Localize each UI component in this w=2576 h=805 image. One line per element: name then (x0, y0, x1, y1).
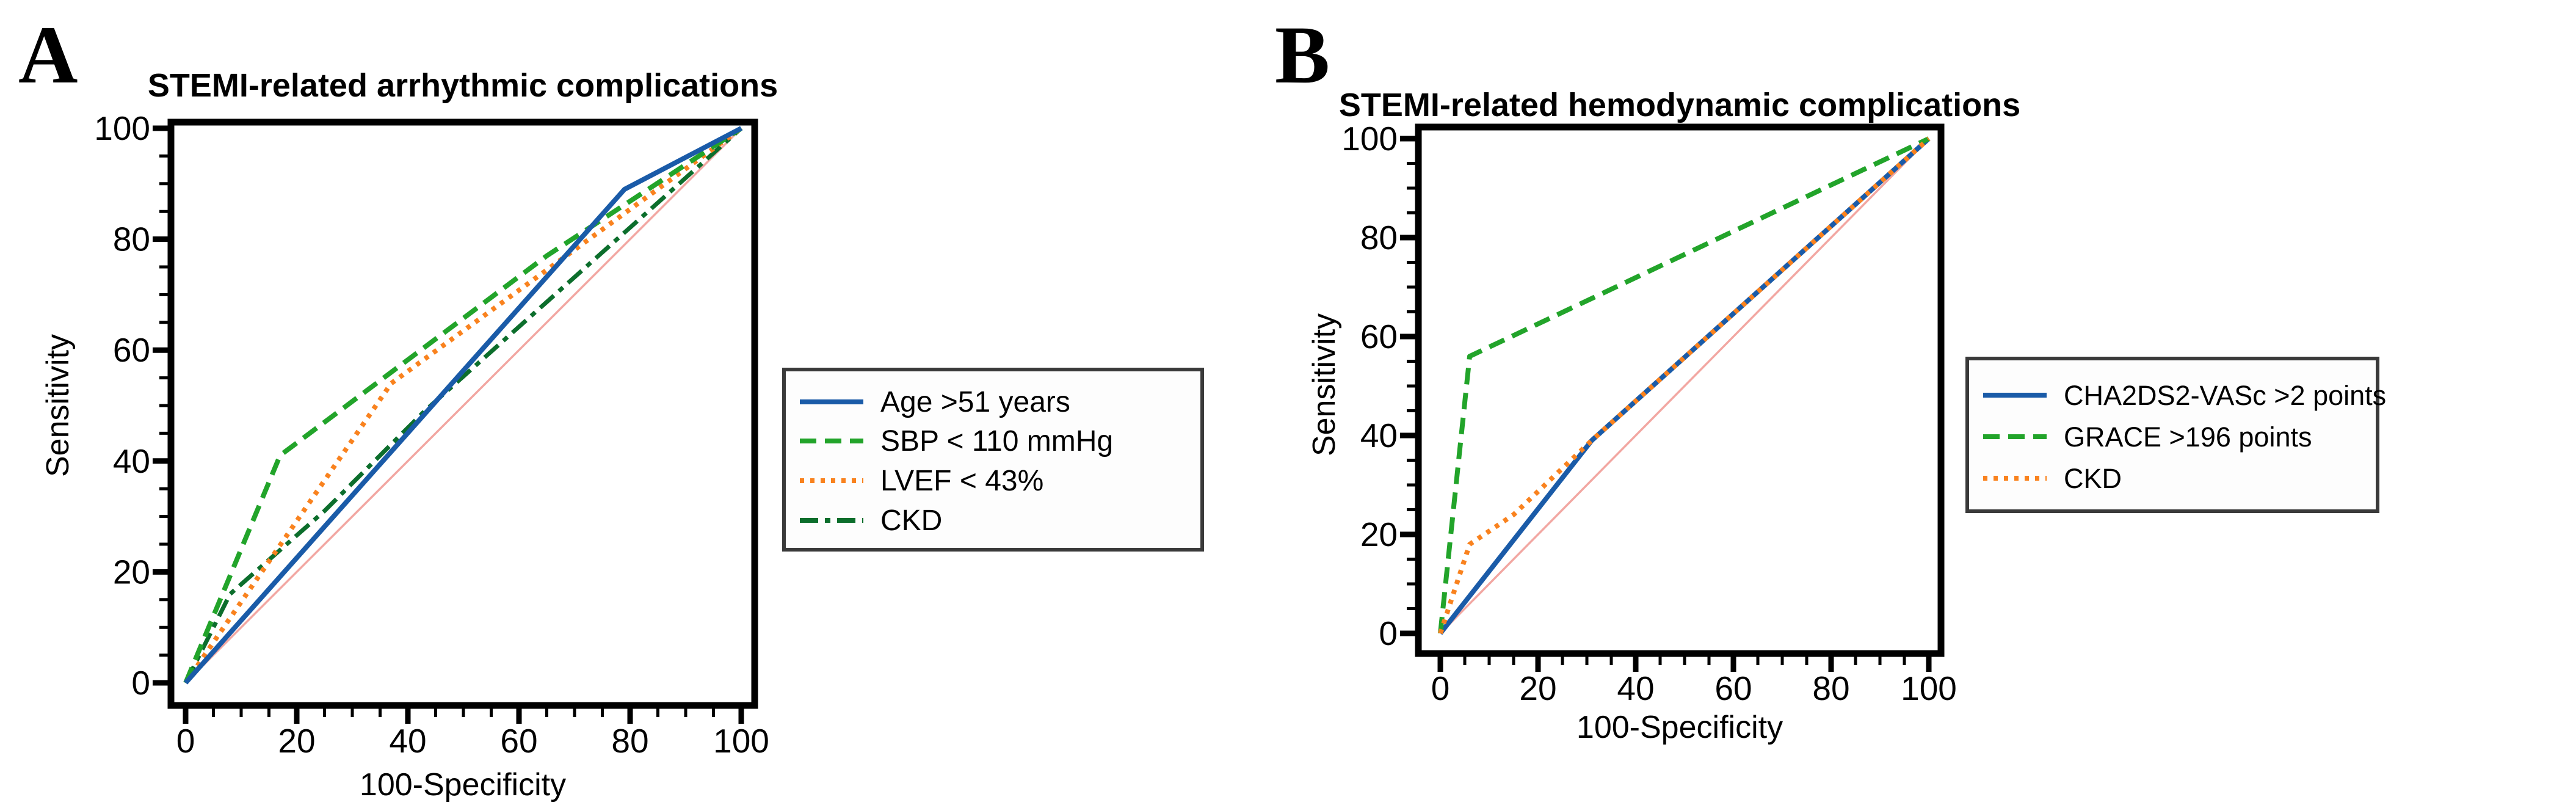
x-tick-label: 40 (389, 722, 426, 760)
plot-frame (167, 118, 758, 709)
y-tick-label: 80 (1360, 219, 1398, 257)
panel-b-title: STEMI-related hemodynamic complications (1339, 87, 2020, 123)
panel-b-legend: CHA2DS2-VASc >2 points GRACE >196 points C… (1965, 357, 2386, 513)
legend-label-age-51-years: Age >51 years (880, 386, 1070, 418)
reference-line (184, 127, 742, 684)
x-tick-label: 40 (1617, 669, 1654, 707)
roc-curve-ckd (183, 126, 743, 684)
y-tick-label: 100 (94, 109, 150, 147)
legend-label-ckd: CKD (2064, 463, 2122, 494)
y-tick-label: 60 (113, 331, 150, 369)
panel-b-y-axis-title: Sensitivity (1307, 313, 1342, 456)
legend-label-lvef-43: LVEF < 43% (880, 465, 1043, 497)
panel-a-plot-area: 0 20 40 60 80 100 0 20 40 60 80 100 (94, 109, 769, 760)
y-tick-label: 100 (1341, 120, 1398, 158)
legend-label-grace-196-points: GRACE >196 points (2064, 421, 2312, 453)
panel-letter-b: B (1275, 10, 1330, 101)
y-tick-label: 40 (1360, 417, 1398, 454)
reference-line (1439, 137, 1930, 635)
roc-curve-ckd (1438, 137, 1931, 635)
x-tick-label: 80 (1812, 669, 1849, 707)
panel-b: B STEMI-related hemodynamic complication… (1275, 10, 2386, 745)
y-tick-label: 40 (113, 442, 150, 480)
roc-curve-age-51-years (184, 126, 742, 685)
panel-b-x-axis-title: 100-Specificity (1576, 710, 1783, 745)
panel-b-plot-area: 0 20 40 60 80 100 0 20 40 60 80 100 (1341, 120, 1957, 707)
x-tick-label: 20 (278, 722, 315, 760)
panel-a-y-axis-title: Sensitivity (40, 334, 76, 477)
x-tick-label: 60 (1714, 669, 1752, 707)
legend-label-ckd: CKD (880, 504, 942, 537)
panel-a-legend: Age >51 years SBP < 110 mmHg LVEF < 43% CKD (782, 368, 1204, 552)
y-tick-label: 0 (1379, 614, 1398, 652)
y-tick-label: 20 (113, 553, 150, 591)
x-tick-label: 60 (500, 722, 537, 760)
y-tick-label: 60 (1360, 318, 1398, 355)
y-tick-label: 0 (131, 664, 150, 702)
panel-letter-a: A (18, 10, 78, 101)
x-tick-label: 0 (1431, 669, 1450, 707)
x-tick-label: 20 (1519, 669, 1556, 707)
roc-curve-cha2ds2-vasc-2-points (1438, 137, 1931, 635)
roc-curve-sbp-110-mmhg (183, 126, 743, 684)
panel-a-x-axis-title: 100-Specificity (360, 767, 566, 803)
x-tick-label: 80 (611, 722, 648, 760)
y-tick-label: 20 (1360, 515, 1398, 553)
panel-a-title: STEMI-related arrhythmic complications (148, 67, 778, 104)
legend-label-cha2ds2-vasc-2-points: CHA2DS2-VASc >2 points (2064, 380, 2386, 411)
x-tick-label: 100 (1901, 669, 1957, 707)
plot-frame (1415, 123, 1945, 657)
roc-curve-grace-196-points (1438, 136, 1930, 634)
legend-label-sbp-110-mmhg: SBP < 110 mmHg (880, 425, 1113, 457)
y-tick-label: 80 (113, 220, 150, 258)
x-tick-label: 100 (713, 722, 769, 760)
panel-a: A STEMI-related arrhythmic complications… (18, 10, 1204, 803)
x-tick-label: 0 (176, 722, 195, 760)
